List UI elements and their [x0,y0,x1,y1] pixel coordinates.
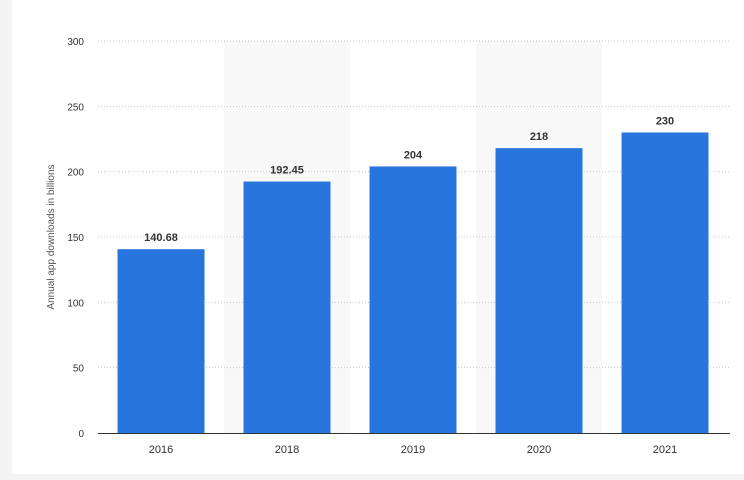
y-axis-title: Annual app downloads in billions [46,164,57,309]
data-label: 218 [530,131,548,143]
x-tick-label: 2021 [653,444,677,456]
x-tick-label: 2018 [275,444,299,456]
y-tick-label: 300 [67,37,84,48]
y-tick-label: 100 [67,298,84,309]
data-label: 204 [404,149,423,161]
x-tick-label: 2020 [527,444,551,456]
bar [621,132,709,433]
y-tick-label: 200 [67,168,84,179]
y-tick-label: 150 [67,233,84,244]
bar [243,181,331,433]
x-tick-label: 2019 [401,444,425,456]
y-tick-label: 0 [78,429,84,440]
bar [117,249,205,433]
x-tick-label: 2016 [149,444,173,456]
y-tick-label: 250 [67,102,84,113]
data-label: 140.68 [144,232,178,244]
bar [369,166,457,433]
data-label: 192.45 [270,165,304,177]
data-label: 230 [656,115,674,127]
y-tick-label: 50 [73,364,85,375]
bar [495,148,583,433]
